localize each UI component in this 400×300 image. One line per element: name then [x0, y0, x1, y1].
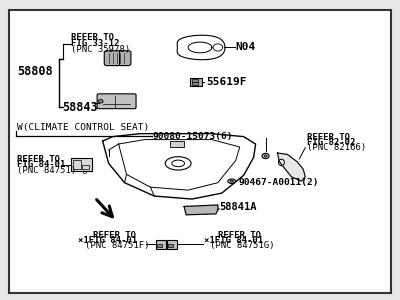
Text: 58808: 58808 [17, 65, 53, 78]
Text: W(CLIMATE CONTROL SEAT): W(CLIMATE CONTROL SEAT) [17, 123, 150, 132]
Text: REFER TO: REFER TO [218, 231, 261, 240]
Ellipse shape [98, 100, 103, 103]
Bar [192, 79, 198, 82]
Bar [158, 244, 162, 247]
Polygon shape [278, 153, 305, 181]
Bar [168, 244, 172, 247]
FancyBboxPatch shape [104, 51, 131, 66]
FancyBboxPatch shape [97, 94, 136, 109]
Text: (PNC 35978): (PNC 35978) [71, 45, 130, 54]
Ellipse shape [228, 179, 236, 183]
Text: 58843: 58843 [62, 101, 98, 114]
Text: FIG 33-12: FIG 33-12 [71, 39, 119, 48]
Text: REFER TO: REFER TO [17, 155, 60, 164]
Bar [71, 158, 92, 171]
Text: N04: N04 [235, 43, 255, 52]
Text: REFER TO: REFER TO [307, 133, 350, 142]
Text: 58841A: 58841A [219, 202, 256, 212]
Text: (PNC 84751G): (PNC 84751G) [210, 241, 274, 250]
Text: 55619F: 55619F [206, 77, 246, 87]
Text: ×1FIG 84-01: ×1FIG 84-01 [204, 236, 263, 245]
Text: 90467-A0011(2): 90467-A0011(2) [238, 178, 319, 187]
Text: (PNC 82166): (PNC 82166) [307, 143, 366, 152]
Bar [167, 240, 177, 249]
Bar [190, 78, 202, 86]
Bar [156, 240, 166, 249]
Text: ×1FIG 84-01: ×1FIG 84-01 [78, 236, 137, 245]
Text: REFER TO: REFER TO [93, 231, 136, 240]
Text: REFER TO: REFER TO [71, 33, 114, 42]
Bar [73, 160, 81, 169]
Bar [170, 141, 184, 147]
Polygon shape [184, 205, 218, 215]
Text: FIG 84-01: FIG 84-01 [17, 160, 66, 169]
Bar [82, 165, 89, 169]
Ellipse shape [262, 153, 269, 159]
Text: (PNC 84751F): (PNC 84751F) [85, 241, 149, 250]
Text: 90080-15073(6): 90080-15073(6) [152, 131, 233, 140]
Text: (PNC 84751): (PNC 84751) [17, 166, 76, 175]
Text: FIG 82-02: FIG 82-02 [307, 138, 356, 147]
Bar [192, 82, 198, 85]
